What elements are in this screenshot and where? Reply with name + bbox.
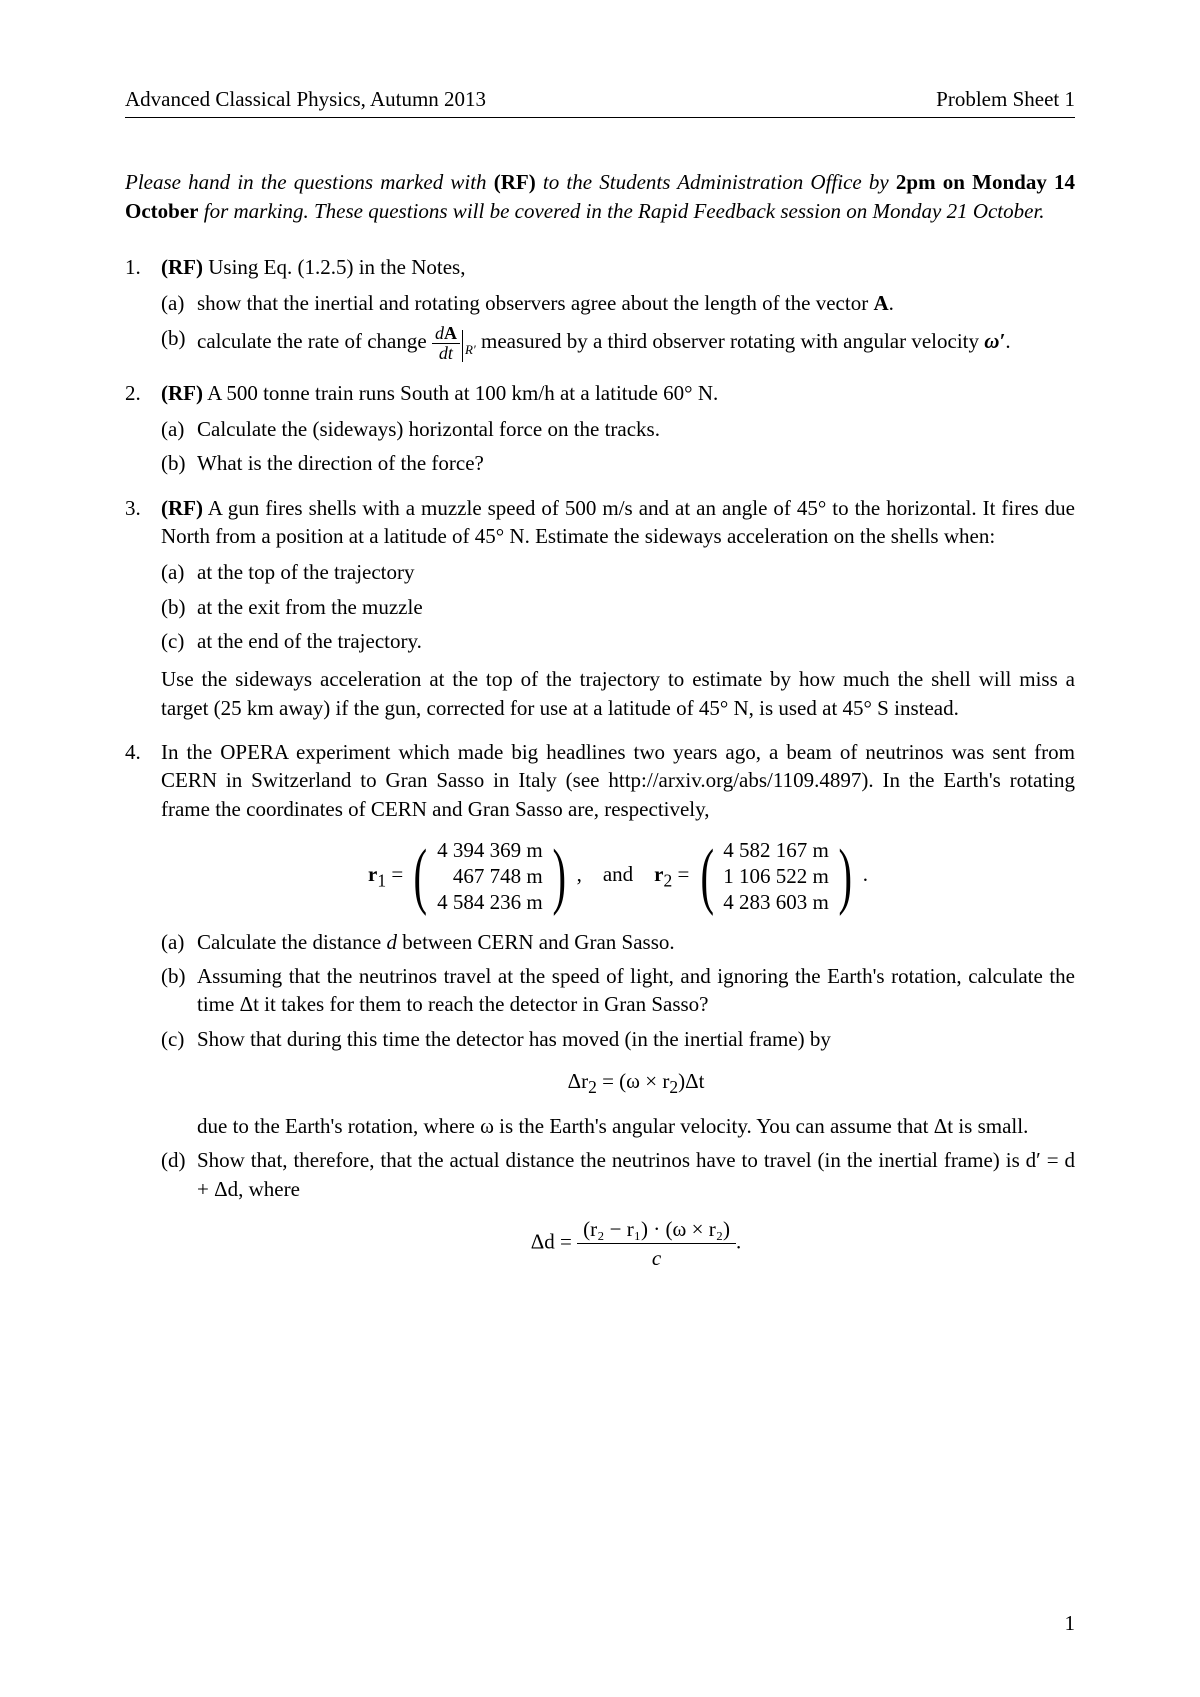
- q4b-num: (b): [161, 962, 186, 990]
- q1-num: 1.: [125, 253, 141, 281]
- q4a-num: (a): [161, 928, 184, 956]
- intro-rf: (RF): [494, 170, 536, 194]
- q1-text: Using Eq. (1.2.5) in the Notes,: [203, 255, 465, 279]
- header-left: Advanced Classical Physics, Autumn 2013: [125, 85, 486, 113]
- q4d-eq-lhs: Δd =: [531, 1229, 577, 1253]
- q4b-text: Assuming that the neutrinos travel at th…: [197, 964, 1075, 1016]
- q4-and: and: [603, 862, 633, 886]
- q4a-post: between CERN and Gran Sasso.: [397, 930, 675, 954]
- q3b-text: at the exit from the muzzle: [197, 595, 423, 619]
- q2-rf: (RF): [161, 381, 203, 405]
- r1-row2: 4 584 236 m: [437, 889, 543, 915]
- q1a-text: show that the inertial and rotating obse…: [197, 291, 873, 315]
- q2b-num: (b): [161, 449, 186, 477]
- q4c-post: due to the Earth's rotation, where ω is …: [197, 1114, 1028, 1138]
- header-right: Problem Sheet 1: [936, 85, 1075, 113]
- r2-matrix: ( 4 582 167 m 1 106 522 m 4 283 603 m ): [695, 837, 858, 916]
- r1-sub: 1: [377, 870, 386, 890]
- q1b-post: measured by a third observer rotating wi…: [481, 329, 984, 353]
- q1b-end: .: [1005, 329, 1010, 353]
- q4c-num: (c): [161, 1025, 184, 1053]
- q4d-eq: Δd = (r₂ − r₁) · (ω × r₂) c .: [197, 1217, 1075, 1270]
- q4-num: 4.: [125, 738, 141, 766]
- r2-sub: 2: [663, 870, 672, 890]
- q3-subs: (a) at the top of the trajectory (b) at …: [161, 558, 1075, 655]
- q4a-pre: Calculate the distance: [197, 930, 387, 954]
- q4b: (b) Assuming that the neutrinos travel a…: [161, 962, 1075, 1019]
- q4d-num: (d): [161, 1146, 186, 1174]
- q4c-eq-rhs: = (ω × r: [597, 1069, 670, 1093]
- q4d-eq-bot: c: [652, 1246, 661, 1270]
- q1b-pre: calculate the rate of change: [197, 329, 432, 353]
- question-list: 1. (RF) Using Eq. (1.2.5) in the Notes, …: [125, 253, 1075, 1270]
- r2-row0: 4 582 167 m: [723, 837, 829, 863]
- q3c: (c) at the end of the trajectory.: [161, 627, 1075, 655]
- q4a: (a) Calculate the distance d between CER…: [161, 928, 1075, 956]
- q3a-num: (a): [161, 558, 184, 586]
- q3c-text: at the end of the trajectory.: [197, 629, 422, 653]
- q4c-eq-sub: 2: [588, 1077, 597, 1097]
- q1b-omega: ω′: [984, 329, 1005, 353]
- q3b: (b) at the exit from the muzzle: [161, 593, 1075, 621]
- q4d-eq-top: (r₂ − r₁) · (ω × r₂): [577, 1217, 736, 1244]
- q3-rf: (RF): [161, 496, 203, 520]
- q4c-eq: Δr2 = (ω × r2)Δt: [197, 1067, 1075, 1100]
- q4c-eq-end: )Δt: [678, 1069, 704, 1093]
- page: Advanced Classical Physics, Autumn 2013 …: [0, 0, 1200, 1697]
- q2a-num: (a): [161, 415, 184, 443]
- q4a-var: d: [387, 930, 398, 954]
- q4c: (c) Show that during this time the detec…: [161, 1025, 1075, 1141]
- q1b-frac: dA dt R′: [432, 329, 481, 353]
- r1-label: r: [368, 862, 377, 886]
- q4d: (d) Show that, therefore, that the actua…: [161, 1146, 1075, 1270]
- intro-pre: Please hand in the questions marked with: [125, 170, 494, 194]
- question-2: 2. (RF) A 500 tonne train runs South at …: [125, 379, 1075, 478]
- q1b: (b) calculate the rate of change dA dt R…: [161, 324, 1075, 363]
- q4c-eq-sub2: 2: [669, 1077, 678, 1097]
- q4c-text: Show that during this time the detector …: [197, 1027, 831, 1051]
- q1a-vec: A: [873, 291, 888, 315]
- r2-row1: 1 106 522 m: [723, 863, 829, 889]
- question-1: 1. (RF) Using Eq. (1.2.5) in the Notes, …: [125, 253, 1075, 362]
- intro-mid: to the Students Administration Office by: [536, 170, 896, 194]
- q4d-text: Show that, therefore, that the actual di…: [197, 1148, 1075, 1200]
- page-number: 1: [1065, 1609, 1076, 1637]
- q2a-text: Calculate the (sideways) horizontal forc…: [197, 417, 660, 441]
- q3-num: 3.: [125, 494, 141, 522]
- intro-paragraph: Please hand in the questions marked with…: [125, 168, 1075, 225]
- q4-vectors: r1 = ( 4 394 369 m 467 748 m 4 584 236 m…: [161, 837, 1075, 916]
- q2b: (b) What is the direction of the force?: [161, 449, 1075, 477]
- question-3: 3. (RF) A gun fires shells with a muzzle…: [125, 494, 1075, 722]
- q2a: (a) Calculate the (sideways) horizontal …: [161, 415, 1075, 443]
- q2-num: 2.: [125, 379, 141, 407]
- q2b-text: What is the direction of the force?: [197, 451, 484, 475]
- q4c-eq-lhs: Δr: [568, 1069, 589, 1093]
- q2-text: A 500 tonne train runs South at 100 km/h…: [203, 381, 718, 405]
- q3a-text: at the top of the trajectory: [197, 560, 415, 584]
- q3-text: A gun fires shells with a muzzle speed o…: [161, 496, 1075, 548]
- q1a-end: .: [889, 291, 894, 315]
- q1a: (a) show that the inertial and rotating …: [161, 289, 1075, 317]
- q1b-num: (b): [161, 324, 186, 352]
- q3-followup: Use the sideways acceleration at the top…: [161, 665, 1075, 722]
- q2-subs: (a) Calculate the (sideways) horizontal …: [161, 415, 1075, 478]
- q1-rf: (RF): [161, 255, 203, 279]
- intro-post: for marking. These questions will be cov…: [198, 199, 1044, 223]
- q3b-num: (b): [161, 593, 186, 621]
- question-4: 4. In the OPERA experiment which made bi…: [125, 738, 1075, 1270]
- q4-subs: (a) Calculate the distance d between CER…: [161, 928, 1075, 1271]
- q1a-num: (a): [161, 289, 184, 317]
- q3a: (a) at the top of the trajectory: [161, 558, 1075, 586]
- q3c-num: (c): [161, 627, 184, 655]
- r1-row1: 467 748 m: [453, 863, 543, 889]
- q4-text: In the OPERA experiment which made big h…: [161, 740, 1075, 821]
- r2-row2: 4 283 603 m: [723, 889, 829, 915]
- r1-matrix: ( 4 394 369 m 467 748 m 4 584 236 m ): [408, 837, 571, 916]
- header: Advanced Classical Physics, Autumn 2013 …: [125, 85, 1075, 118]
- q4d-eq-end: .: [736, 1229, 741, 1253]
- q1-subs: (a) show that the inertial and rotating …: [161, 289, 1075, 362]
- r1-row0: 4 394 369 m: [437, 837, 543, 863]
